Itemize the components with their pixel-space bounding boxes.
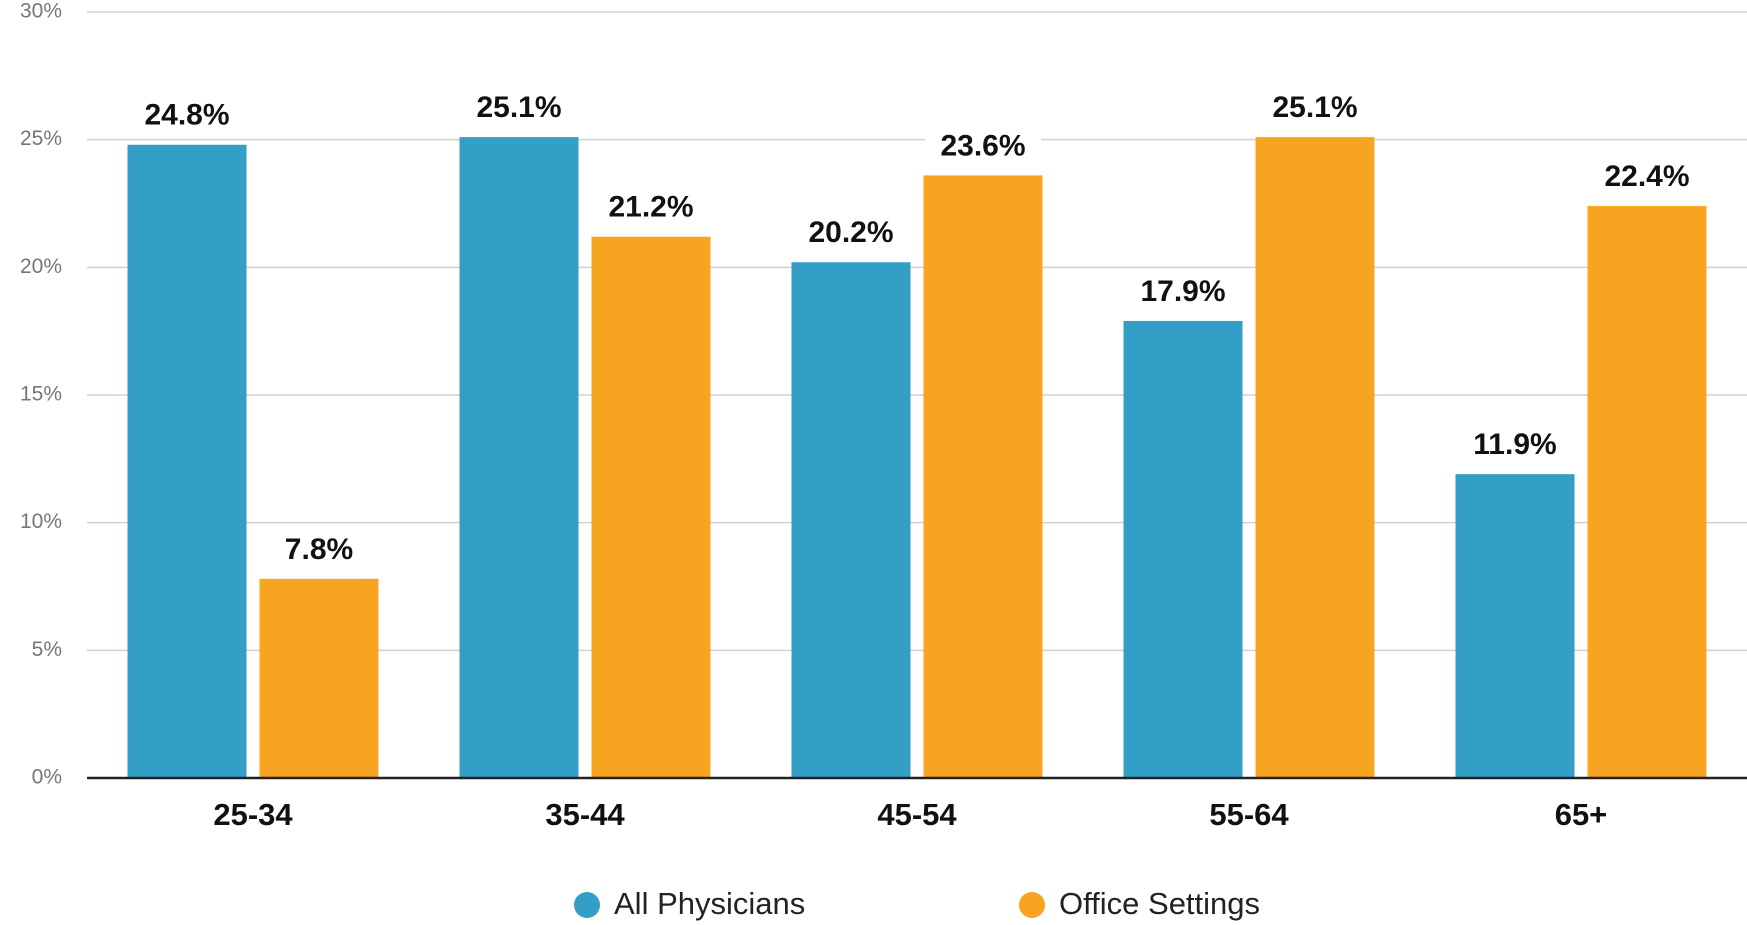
legend-label: Office Settings (1059, 886, 1260, 921)
value-label: 22.4% (1604, 160, 1689, 193)
bar (459, 137, 579, 778)
value-label: 24.8% (144, 99, 229, 132)
bar (1587, 206, 1707, 778)
y-tick-label: 5% (32, 638, 62, 661)
x-tick-label: 65+ (1555, 797, 1608, 832)
legend-marker (574, 892, 600, 918)
x-tick-label: 45-54 (877, 797, 957, 832)
value-label-bg (1125, 272, 1241, 313)
value-label-bg (461, 89, 577, 130)
value-label: 25.1% (476, 91, 561, 124)
value-label: 17.9% (1140, 275, 1225, 308)
value-label-bg (793, 214, 909, 255)
x-tick-label: 55-64 (1209, 797, 1289, 832)
bar (591, 236, 711, 778)
value-label-bg (925, 127, 1041, 168)
bar (791, 262, 911, 778)
legend-marker (1019, 892, 1045, 918)
bar (923, 175, 1043, 778)
value-label: 7.8% (285, 533, 353, 566)
value-label: 20.2% (808, 216, 893, 249)
bar (1123, 320, 1243, 778)
x-tick-label: 25-34 (213, 797, 293, 832)
y-tick-label: 0% (32, 766, 62, 789)
legend-label: All Physicians (614, 886, 805, 921)
value-label-bg (1457, 426, 1573, 467)
value-label-bg (1257, 89, 1373, 130)
y-tick-label: 25% (20, 127, 62, 150)
value-label: 11.9% (1473, 428, 1556, 461)
bar (127, 144, 247, 779)
y-tick-label: 15% (20, 383, 62, 406)
bar (259, 578, 379, 778)
y-tick-label: 10% (20, 510, 62, 533)
value-label: 23.6% (940, 129, 1025, 162)
value-label-bg (593, 188, 709, 229)
value-label: 25.1% (1272, 91, 1357, 124)
y-tick-label: 20% (20, 255, 62, 278)
x-tick-label: 35-44 (545, 797, 625, 832)
value-label-bg (129, 96, 245, 137)
value-label: 21.2% (608, 191, 693, 224)
y-tick-label: 30% (20, 0, 62, 23)
bar (1455, 474, 1575, 778)
bar (1255, 137, 1375, 778)
value-label-bg (1589, 158, 1705, 199)
value-label-bg (261, 530, 377, 571)
